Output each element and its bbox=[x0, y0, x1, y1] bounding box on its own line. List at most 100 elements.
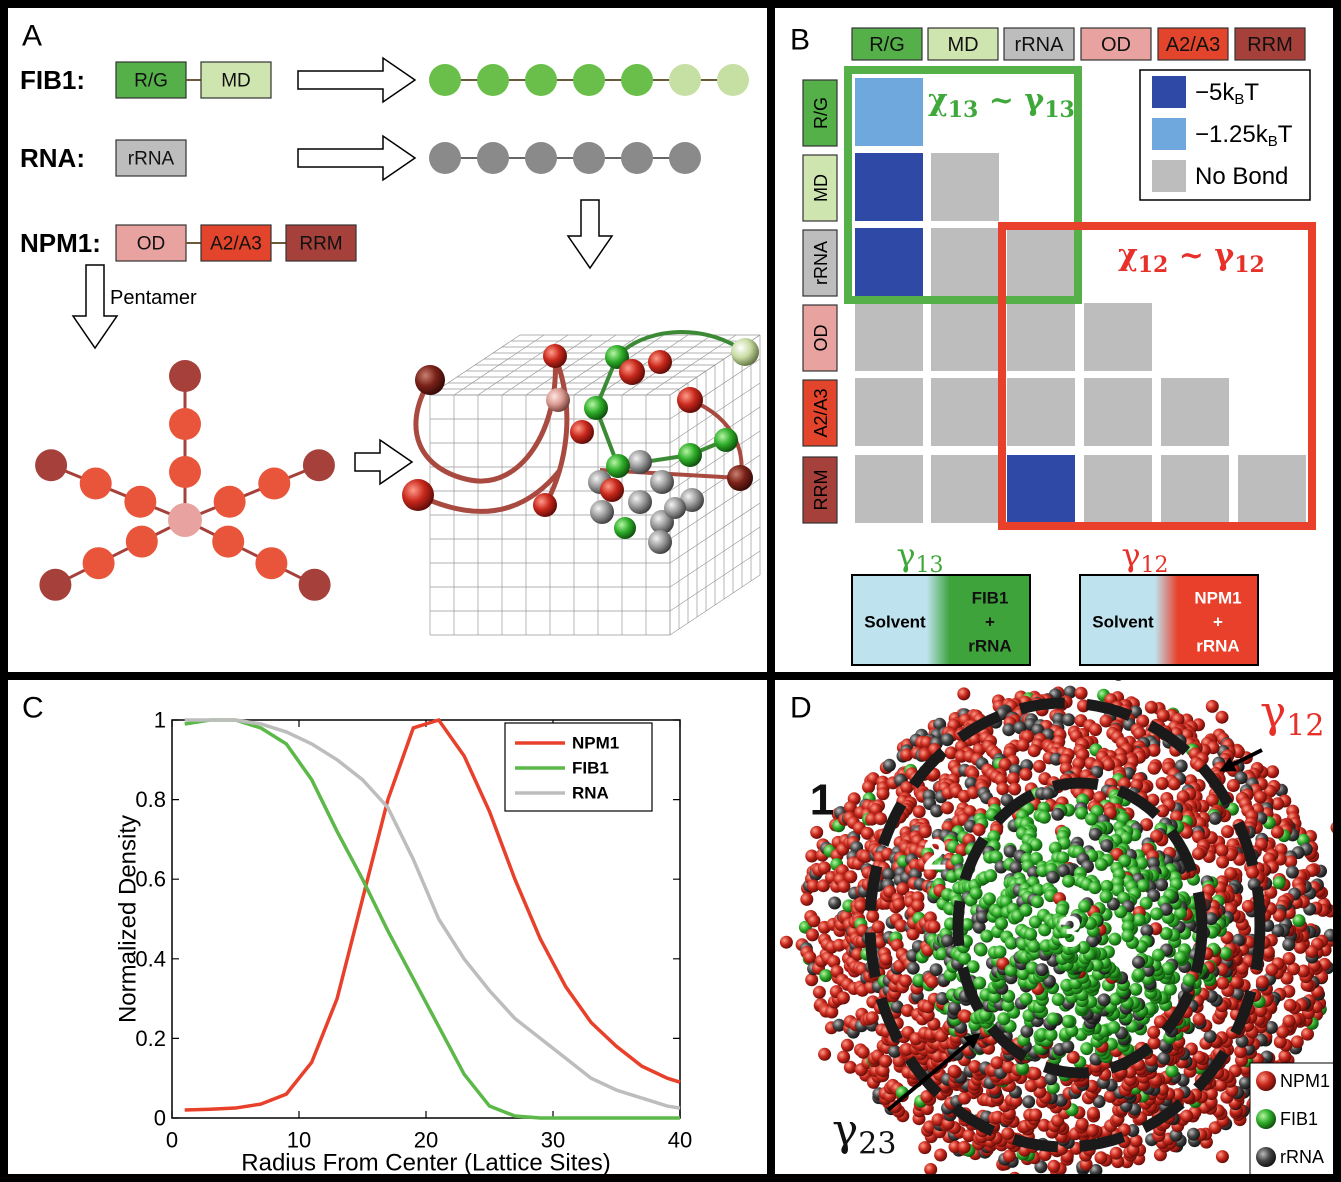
text-part: −1.25k bbox=[1195, 121, 1269, 148]
matrix-cell bbox=[931, 378, 999, 446]
sphere bbox=[590, 500, 614, 524]
figure: AFIB1:R/GMDRNA:rRNANPM1:ODA2/A3RRMPentam… bbox=[0, 0, 1341, 1182]
molecule-name: FIB1: bbox=[20, 65, 85, 95]
particle bbox=[780, 936, 793, 949]
particle bbox=[930, 963, 943, 976]
matrix-cell bbox=[931, 303, 999, 371]
interface-right: FIB1 bbox=[972, 589, 1009, 608]
sphere bbox=[648, 530, 672, 554]
particle bbox=[818, 1048, 831, 1061]
sphere bbox=[533, 493, 557, 517]
particle bbox=[1282, 938, 1295, 951]
molecule-name: NPM1: bbox=[20, 228, 101, 258]
particle bbox=[926, 975, 939, 988]
particle bbox=[1291, 1035, 1304, 1048]
legend-label: No Bond bbox=[1195, 163, 1288, 190]
particle bbox=[879, 953, 892, 966]
particle bbox=[892, 898, 905, 911]
legend-label: −5kBT bbox=[1195, 79, 1259, 108]
domain-label: RRM bbox=[299, 234, 342, 255]
particle bbox=[813, 986, 826, 999]
bead bbox=[621, 64, 653, 96]
particle bbox=[913, 805, 926, 818]
particle bbox=[975, 944, 988, 957]
sphere bbox=[677, 387, 703, 413]
particle bbox=[958, 1141, 971, 1154]
particle bbox=[1019, 904, 1032, 917]
matrix-cell bbox=[1084, 378, 1152, 446]
text-part: γ bbox=[896, 536, 915, 574]
interface-right: + bbox=[985, 613, 995, 632]
particle bbox=[1121, 929, 1134, 942]
bead bbox=[169, 456, 201, 488]
particle bbox=[1033, 760, 1046, 773]
bead bbox=[124, 486, 156, 518]
particle bbox=[1098, 993, 1111, 1006]
bead bbox=[525, 64, 557, 96]
particle bbox=[1276, 1025, 1289, 1038]
particle bbox=[1009, 861, 1022, 874]
sphere bbox=[619, 359, 645, 385]
domain-label: MD bbox=[221, 71, 251, 92]
particle bbox=[1152, 949, 1165, 962]
domain-label: RRM bbox=[1247, 34, 1293, 56]
subscript: 23 bbox=[858, 1126, 896, 1161]
particle bbox=[1278, 1050, 1291, 1063]
particle bbox=[983, 892, 996, 905]
bead bbox=[429, 64, 461, 96]
domain-label: rRNA bbox=[1015, 34, 1065, 56]
particle bbox=[1017, 739, 1030, 752]
bead bbox=[39, 569, 71, 601]
sphere bbox=[600, 478, 624, 502]
particle bbox=[1052, 993, 1065, 1006]
particle bbox=[1180, 1110, 1193, 1123]
matrix-cell bbox=[1238, 455, 1306, 523]
subscript: 13 bbox=[948, 97, 979, 123]
sphere bbox=[678, 443, 702, 467]
subscript: 12 bbox=[1141, 552, 1169, 577]
particle bbox=[1095, 858, 1108, 871]
domain-label: R/G bbox=[134, 71, 168, 92]
particle bbox=[1216, 856, 1229, 869]
particle bbox=[810, 826, 823, 839]
particle bbox=[1254, 791, 1267, 804]
bead bbox=[299, 569, 331, 601]
bead bbox=[621, 142, 653, 174]
particle bbox=[1089, 723, 1102, 736]
interface-right: + bbox=[1213, 613, 1223, 632]
particle bbox=[1038, 811, 1051, 824]
matrix-cell bbox=[855, 378, 923, 446]
matrix-cell bbox=[931, 455, 999, 523]
particle bbox=[1062, 1015, 1075, 1028]
matrix-cell bbox=[855, 455, 923, 523]
row-label: MD bbox=[811, 174, 831, 202]
particle bbox=[1166, 1065, 1179, 1078]
row-label: A2/A3 bbox=[811, 388, 831, 437]
particle bbox=[1002, 723, 1015, 736]
bead bbox=[525, 142, 557, 174]
particle bbox=[899, 974, 912, 987]
text-part: T bbox=[1278, 121, 1293, 148]
matrix-cell bbox=[1084, 303, 1152, 371]
particle bbox=[837, 1051, 850, 1064]
interface-right: NPM1 bbox=[1194, 589, 1241, 608]
particle bbox=[1046, 871, 1059, 884]
sphere bbox=[546, 388, 570, 412]
sphere bbox=[628, 490, 652, 514]
particle bbox=[1100, 839, 1113, 852]
bead bbox=[169, 360, 201, 392]
particle bbox=[1192, 847, 1205, 860]
particle bbox=[1148, 762, 1161, 775]
particle bbox=[1227, 779, 1240, 792]
particle bbox=[872, 920, 885, 933]
subscript: 12 bbox=[1286, 708, 1324, 743]
particle bbox=[803, 951, 816, 964]
particle bbox=[857, 1046, 870, 1059]
text-part: γ bbox=[832, 1105, 858, 1156]
text-part: γ bbox=[1121, 536, 1140, 574]
legend-label: NPM1 bbox=[572, 734, 619, 753]
legend-label: rRNA bbox=[1280, 1147, 1324, 1167]
row-label: R/G bbox=[811, 97, 831, 129]
particle bbox=[1206, 700, 1219, 713]
row-label: rRNA bbox=[811, 241, 831, 285]
